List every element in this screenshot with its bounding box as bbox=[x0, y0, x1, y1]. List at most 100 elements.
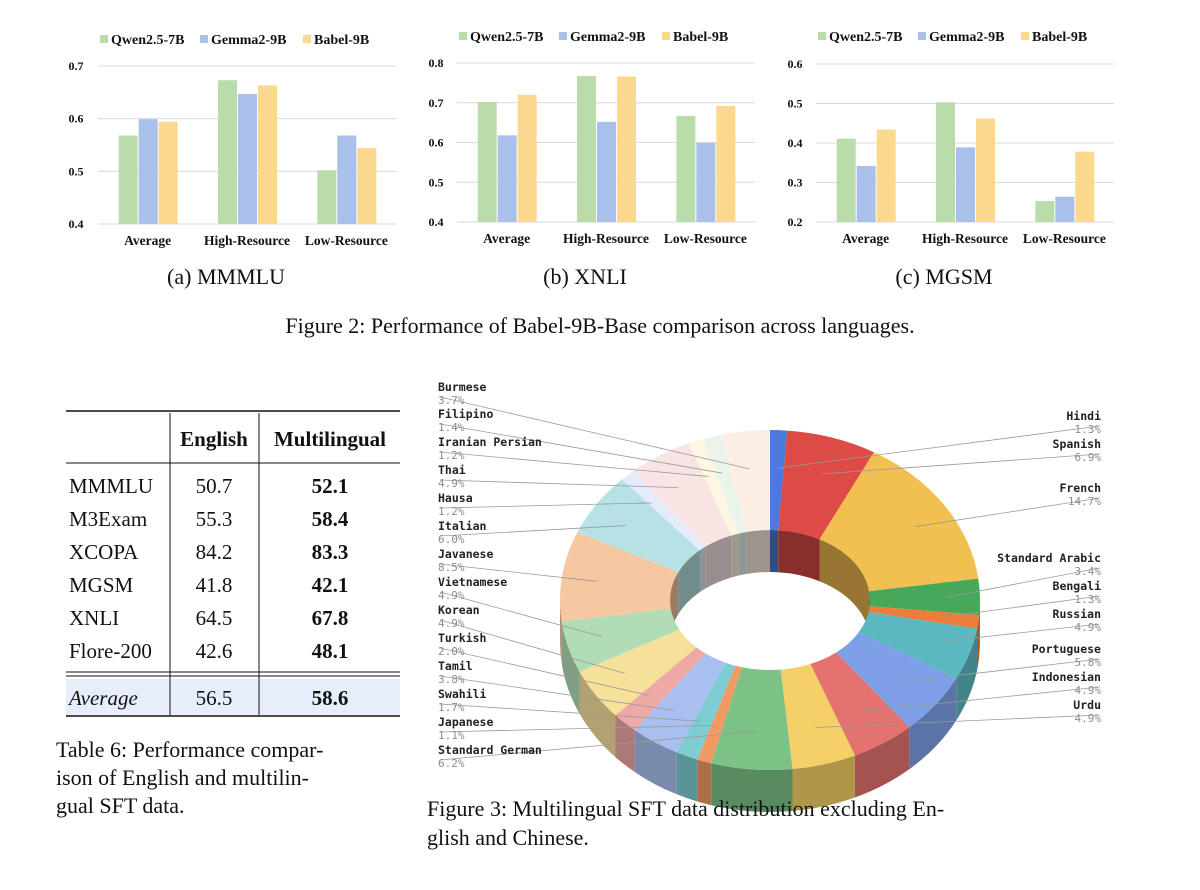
legend-label: Babel-9B bbox=[673, 30, 728, 45]
slice-side-wall bbox=[560, 600, 562, 664]
header-english: English bbox=[180, 427, 248, 451]
row-multilingual: 83.3 bbox=[312, 540, 349, 564]
x-tick-label: Low-Resource bbox=[664, 231, 747, 246]
figure3-caption-line: glish and Chinese. bbox=[427, 825, 589, 850]
slice-label: Standard Arabic bbox=[997, 551, 1101, 565]
y-tick-label: 0.2 bbox=[788, 215, 803, 229]
slice-javanese bbox=[560, 532, 679, 622]
bar-babel-9b bbox=[258, 85, 277, 224]
bar-gemma2-9b bbox=[1055, 196, 1075, 222]
slice-standard-german bbox=[711, 667, 793, 770]
bar-qwen2.5-7b bbox=[577, 76, 596, 223]
row-english: 55.3 bbox=[196, 507, 233, 531]
slice-label: Spanish bbox=[1053, 437, 1102, 451]
bar-babel-9b bbox=[876, 129, 896, 222]
slice-portuguese bbox=[836, 632, 957, 728]
slice-label: Thai bbox=[438, 463, 466, 477]
header-multilingual: Multilingual bbox=[274, 427, 386, 451]
y-tick-label: 0.3 bbox=[788, 176, 803, 190]
x-tick-label: High-Resource bbox=[563, 231, 649, 246]
leader-line bbox=[439, 619, 625, 674]
legend-swatch bbox=[200, 35, 208, 43]
donut-chart: Hindi1.3%Spanish6.9%French14.7%Standard … bbox=[438, 380, 1101, 812]
slice-inner-wall bbox=[731, 533, 739, 578]
row-english: 50.7 bbox=[196, 474, 233, 498]
slice-label: Standard German bbox=[438, 743, 542, 757]
legend-label: Qwen2.5-7B bbox=[111, 33, 185, 48]
slice-inner-wall bbox=[678, 550, 700, 615]
slice-label: Hausa bbox=[438, 491, 473, 505]
slice-label: Vietnamese bbox=[438, 575, 507, 589]
legend-label: Gemma2-9B bbox=[211, 33, 286, 48]
leader-line bbox=[944, 567, 1101, 598]
table6-caption-line: gual SFT data. bbox=[56, 793, 185, 818]
leader-line bbox=[439, 591, 602, 637]
slice-percent: 1.1% bbox=[438, 729, 465, 742]
bar-gemma2-9b bbox=[696, 142, 716, 222]
bar-babel-9b bbox=[517, 94, 537, 222]
x-tick-label: High-Resource bbox=[204, 233, 290, 248]
row-multilingual: 58.4 bbox=[312, 507, 349, 531]
average-row-name: Average bbox=[67, 686, 138, 710]
average-row-english: 56.5 bbox=[196, 686, 233, 710]
slice-label: Korean bbox=[438, 603, 480, 617]
slice-percent: 4.9% bbox=[438, 477, 465, 490]
bar-babel-9b bbox=[1075, 151, 1095, 222]
slice-russian bbox=[858, 611, 977, 679]
average-row-multilingual: 58.6 bbox=[312, 686, 349, 710]
slice-percent: 1.2% bbox=[438, 505, 465, 518]
row-english: 84.2 bbox=[196, 540, 233, 564]
y-tick-label: 0.6 bbox=[429, 136, 444, 150]
bar-gemma2-9b bbox=[337, 135, 357, 224]
slice-label: Turkish bbox=[438, 631, 487, 645]
legend-swatch bbox=[1021, 32, 1029, 40]
row-name: XCOPA bbox=[69, 540, 139, 564]
table6-caption-line: Table 6: Performance compar- bbox=[56, 737, 323, 762]
slice-percent: 6.2% bbox=[438, 757, 465, 770]
slice-percent: 4.9% bbox=[1075, 621, 1102, 634]
slice-french bbox=[819, 452, 979, 592]
bar-gemma2-9b bbox=[597, 121, 616, 222]
slice-thai bbox=[633, 443, 732, 547]
legend-label: Gemma2-9B bbox=[570, 30, 645, 45]
legend-label: Qwen2.5-7B bbox=[829, 30, 903, 45]
slice-percent: 5.8% bbox=[1075, 656, 1102, 669]
leader-line bbox=[439, 724, 716, 733]
slice-label: Italian bbox=[438, 519, 487, 533]
figure3-caption-line: Figure 3: Multilingual SFT data distribu… bbox=[427, 796, 944, 821]
legend-swatch bbox=[662, 32, 670, 40]
slice-label: Urdu bbox=[1073, 698, 1101, 712]
slice-spanish bbox=[778, 430, 874, 540]
slice-percent: 1.3% bbox=[1075, 423, 1102, 436]
slice-percent: 3.7% bbox=[438, 394, 465, 407]
y-tick-label: 0.5 bbox=[69, 164, 84, 178]
slice-label: Javanese bbox=[438, 547, 493, 561]
bar-gemma2-9b bbox=[856, 165, 876, 222]
y-tick-label: 0.8 bbox=[429, 56, 444, 70]
slice-tamil bbox=[634, 653, 726, 753]
slice-side-wall bbox=[979, 600, 981, 657]
y-tick-label: 0.6 bbox=[69, 112, 84, 126]
slice-side-wall bbox=[676, 752, 698, 802]
leader-line bbox=[439, 675, 675, 711]
row-multilingual: 67.8 bbox=[312, 606, 349, 630]
table6-caption-line: ison of English and multilin- bbox=[56, 765, 309, 790]
row-name: MMMLU bbox=[69, 474, 153, 498]
legend-swatch bbox=[459, 32, 467, 40]
legend-swatch bbox=[918, 32, 926, 40]
x-tick-label: Average bbox=[124, 233, 171, 248]
leader-line bbox=[439, 525, 626, 537]
y-tick-label: 0.4 bbox=[429, 215, 444, 229]
y-tick-label: 0.7 bbox=[69, 59, 84, 73]
x-tick-label: Average bbox=[842, 231, 889, 246]
average-row-highlight bbox=[66, 679, 400, 715]
slice-swahili bbox=[676, 662, 736, 760]
legend-swatch bbox=[818, 32, 826, 40]
bar-qwen2.5-7b bbox=[676, 115, 696, 222]
slice-label: Iranian Persian bbox=[438, 435, 542, 449]
legend-label: Gemma2-9B bbox=[929, 30, 1004, 45]
slice-percent: 8.5% bbox=[438, 561, 465, 574]
leader-line bbox=[439, 479, 679, 489]
row-name: MGSM bbox=[69, 573, 134, 597]
slice-side-wall bbox=[634, 730, 677, 795]
